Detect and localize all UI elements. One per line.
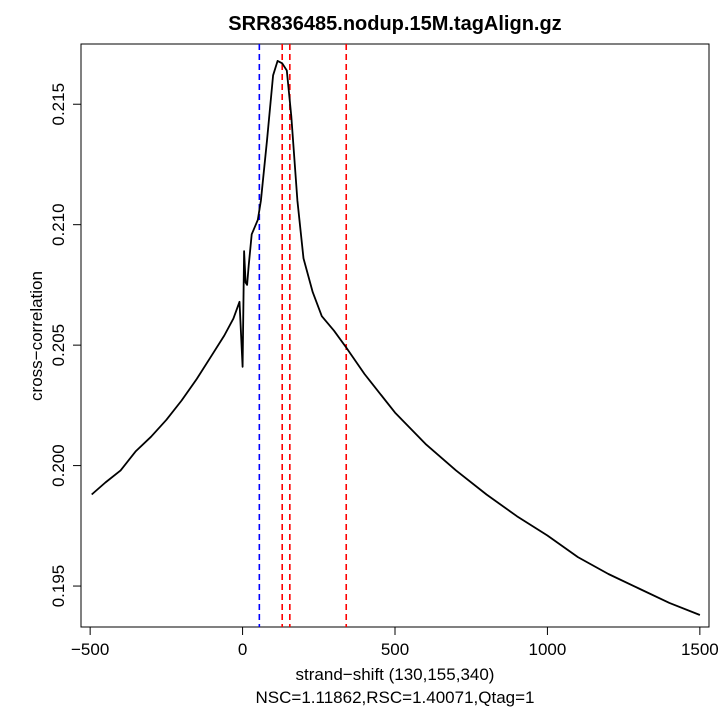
y-axis-label: cross−correlation xyxy=(27,271,46,401)
y-tick-label: 0.195 xyxy=(49,565,68,608)
x-tick-label: 1500 xyxy=(681,640,719,659)
x-tick-label: 1000 xyxy=(529,640,567,659)
y-tick-label: 0.200 xyxy=(49,444,68,487)
x-axis-label: strand−shift (130,155,340) xyxy=(296,665,495,684)
plot-frame xyxy=(80,43,710,628)
y-tick-label: 0.215 xyxy=(49,83,68,126)
x-tick-label: −500 xyxy=(71,640,109,659)
y-tick-label: 0.210 xyxy=(49,203,68,246)
y-tick-label: 0.205 xyxy=(49,324,68,367)
x-tick-label: 0 xyxy=(238,640,247,659)
x-tick-label: 500 xyxy=(381,640,409,659)
chart-title: SRR836485.nodup.15M.tagAlign.gz xyxy=(228,13,561,35)
vertical-lines xyxy=(258,44,348,627)
series-line-0 xyxy=(91,60,701,616)
y-axis: 0.195 0.200 0.205 0.210 0.215 xyxy=(49,83,81,607)
x-axis-subtitle: NSC=1.11862,RSC=1.40071,Qtag=1 xyxy=(256,688,535,707)
series-group xyxy=(91,60,701,616)
x-axis: −500 0 500 1000 1500 xyxy=(71,627,719,659)
